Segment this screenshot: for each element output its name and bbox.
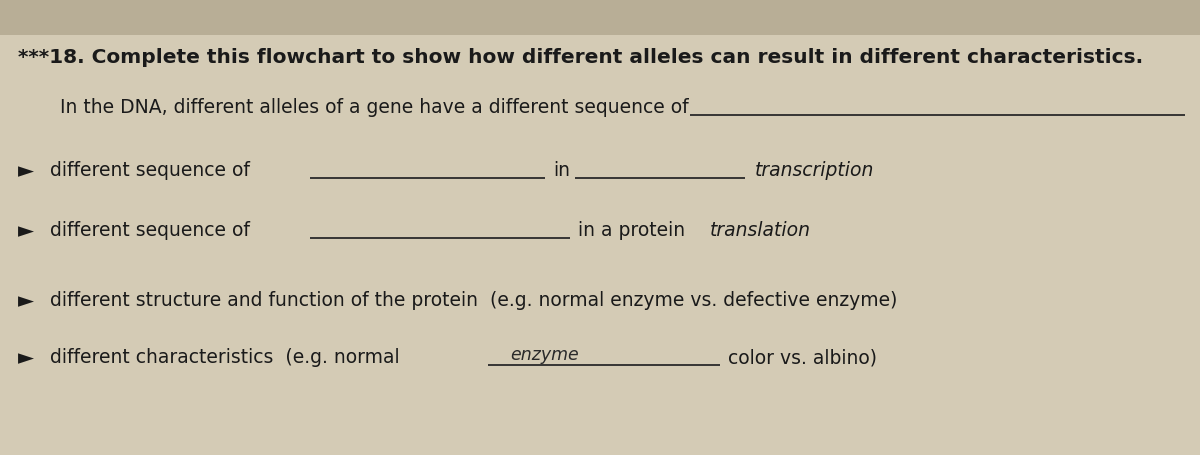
Text: different sequence of: different sequence of: [50, 161, 250, 180]
Text: different characteristics  (e.g. normal: different characteristics (e.g. normal: [50, 347, 400, 366]
Bar: [0, 0, 1200, 36]
Text: transcription: transcription: [755, 161, 875, 180]
Text: ►: ►: [18, 161, 34, 181]
Text: color vs. albino): color vs. albino): [728, 347, 877, 366]
Text: different sequence of: different sequence of: [50, 221, 250, 239]
Text: In the DNA, different alleles of a gene have a different sequence of: In the DNA, different alleles of a gene …: [60, 98, 689, 117]
Text: in: in: [553, 161, 570, 180]
Text: ►: ►: [18, 290, 34, 310]
Text: ►: ►: [18, 221, 34, 241]
Text: ►: ►: [18, 347, 34, 367]
Text: different structure and function of the protein  (e.g. normal enzyme vs. defecti: different structure and function of the …: [50, 290, 898, 309]
Text: ***18. Complete this flowchart to show how different alleles can result in diffe: ***18. Complete this flowchart to show h…: [18, 48, 1144, 67]
Text: enzyme: enzyme: [510, 345, 578, 363]
Text: translation: translation: [710, 221, 811, 239]
Text: in a protein: in a protein: [578, 221, 685, 239]
